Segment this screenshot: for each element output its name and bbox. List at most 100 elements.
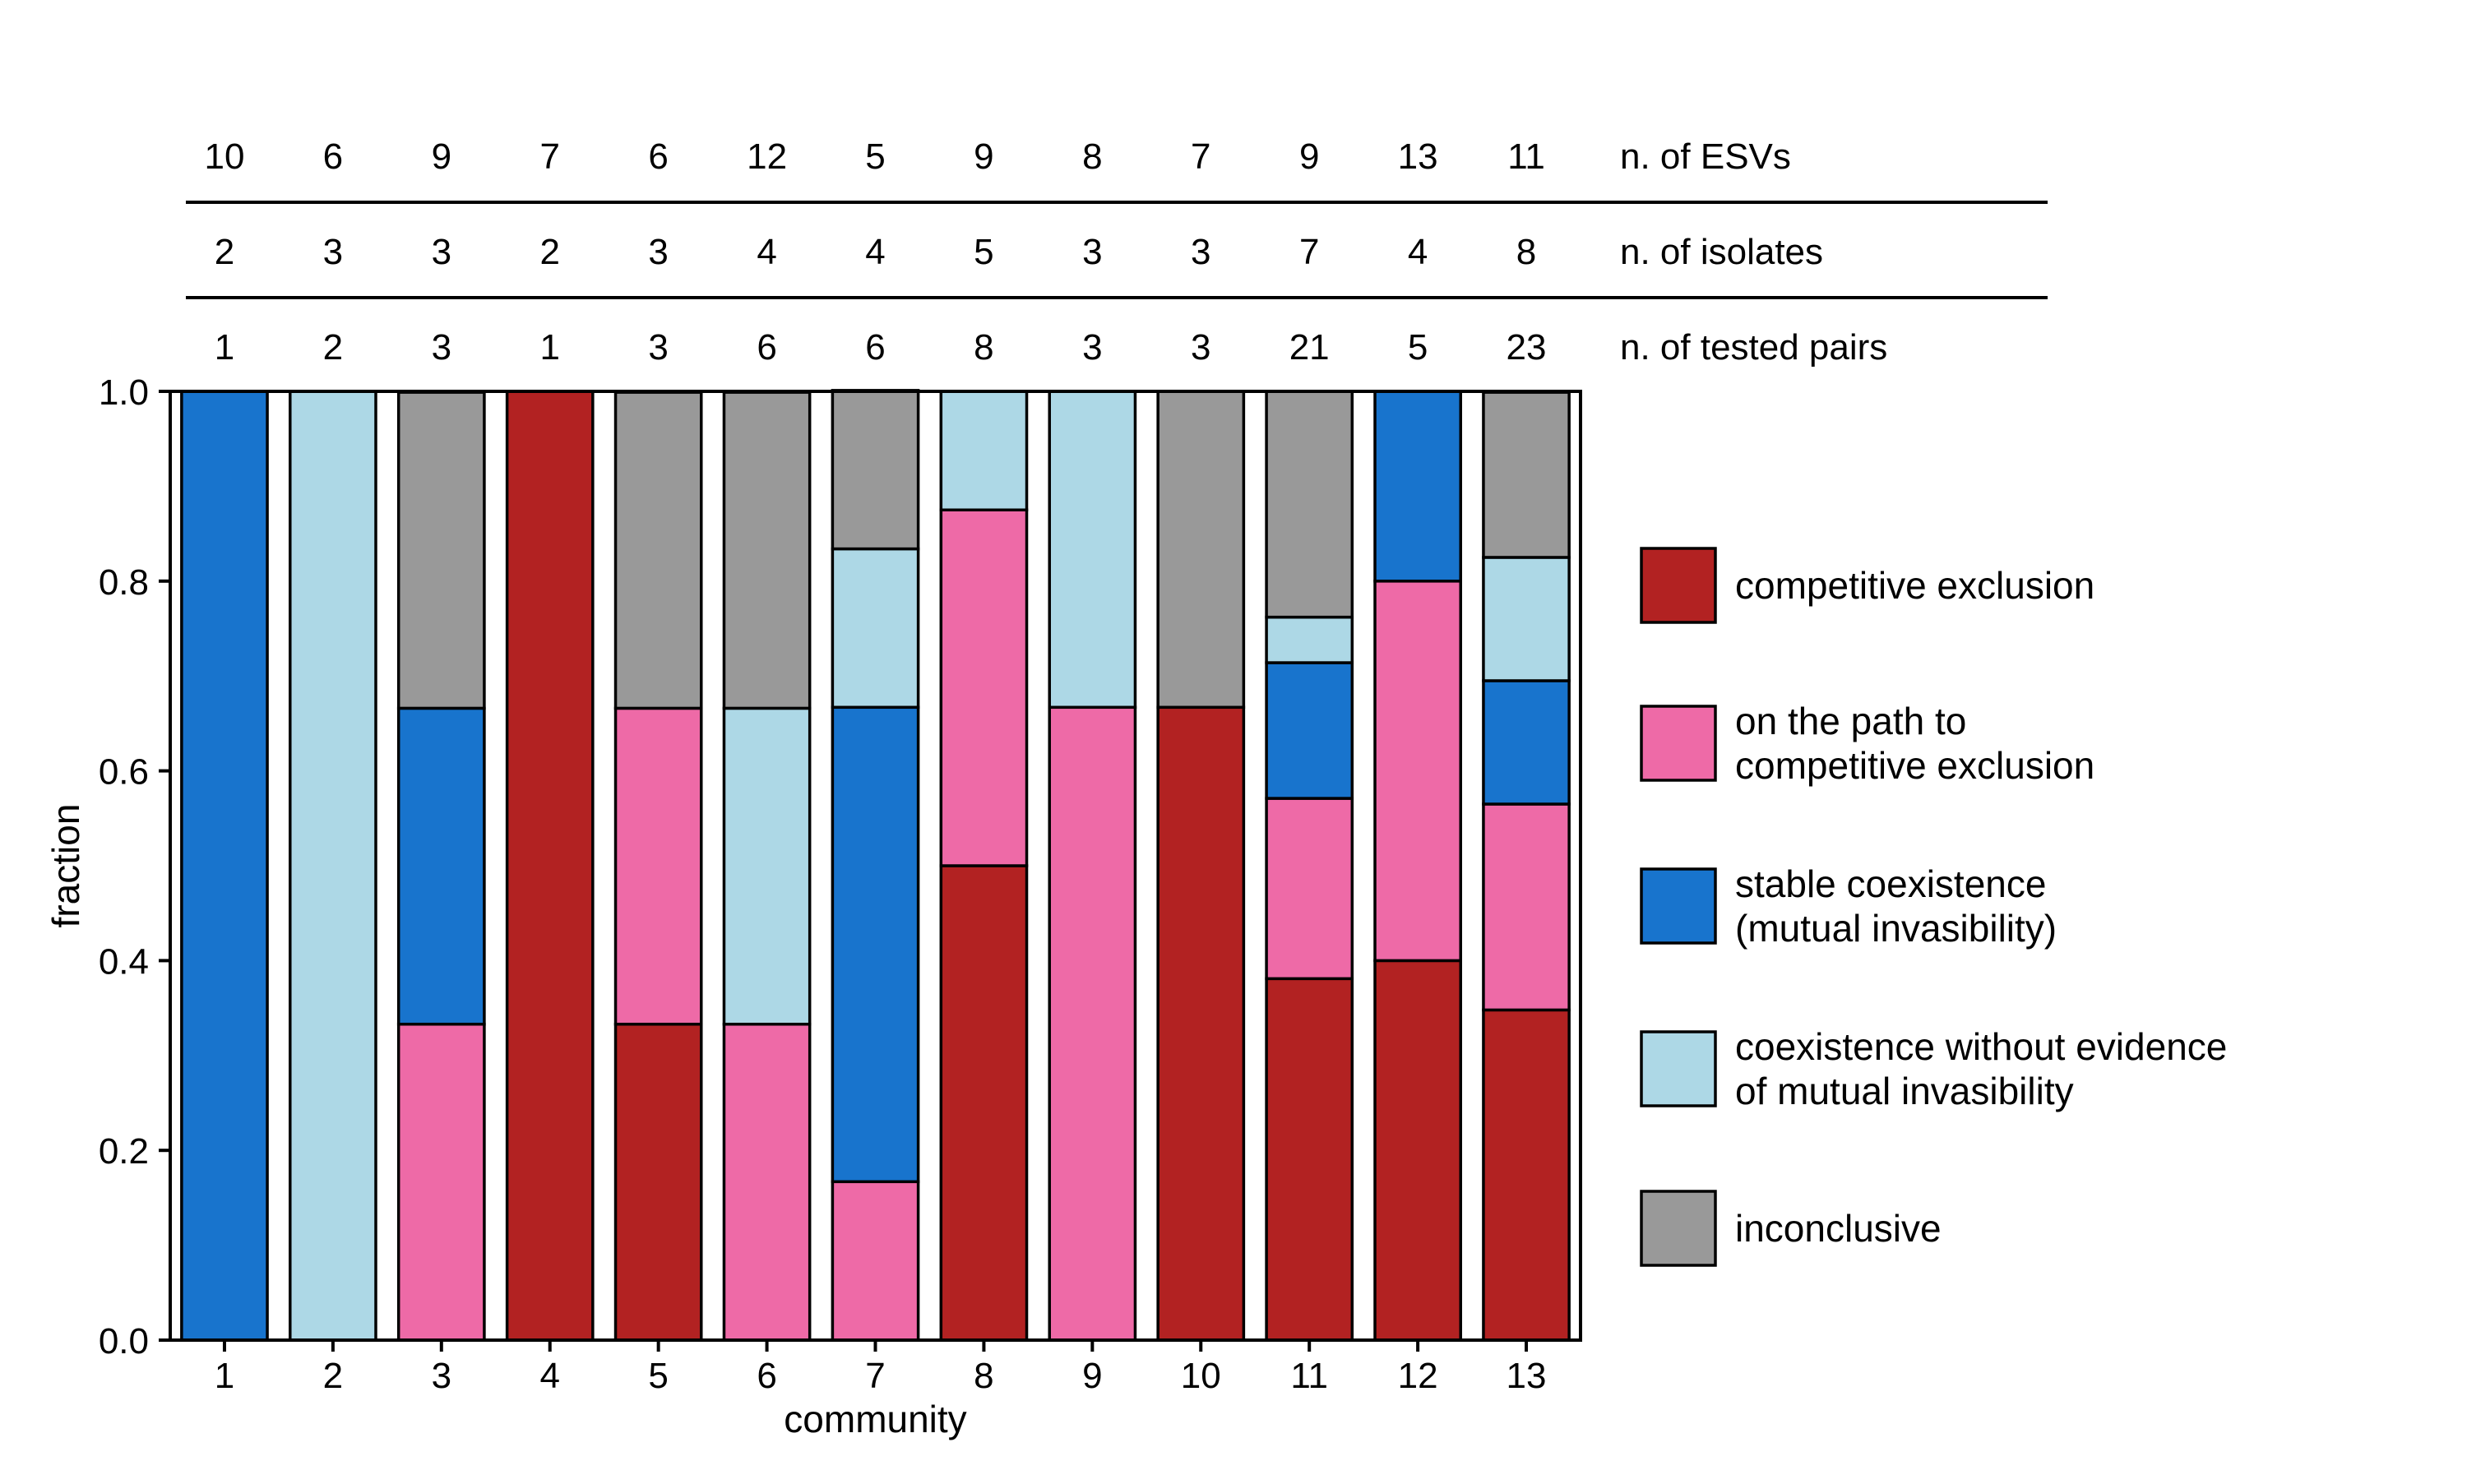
x-tick-label: 9 (1082, 1356, 1102, 1396)
y-axis-label: fraction (44, 804, 87, 928)
bar-segment (1482, 391, 1571, 559)
header-cell: 6 (323, 136, 343, 177)
header-cell: 9 (1299, 136, 1319, 177)
legend-swatch (1640, 1030, 1717, 1107)
x-tick-label: 12 (1398, 1356, 1438, 1396)
header-cell: 7 (1191, 136, 1210, 177)
header-cell: 3 (1191, 232, 1210, 272)
header-cell: 23 (1507, 327, 1547, 368)
header-cell: 2 (539, 232, 559, 272)
header-cell: 1 (215, 327, 234, 368)
legend-label: stable coexistence (1735, 862, 2046, 905)
x-tick-label: 2 (323, 1356, 343, 1396)
bar-segment (1482, 802, 1571, 1012)
bars (180, 389, 1571, 1342)
header-cell: 3 (432, 327, 451, 368)
header-cell: 9 (432, 136, 451, 177)
y-tick-label: 0.2 (99, 1131, 149, 1172)
header-cell: 4 (1408, 232, 1428, 272)
bar-segment (1265, 390, 1354, 619)
bar-segment (939, 390, 1029, 511)
bar-segment (613, 1022, 703, 1342)
x-tick-label: 1 (215, 1356, 234, 1396)
bar-segment (1156, 705, 1246, 1342)
header-cell: 3 (648, 327, 668, 368)
legend-label: of mutual invasibility (1735, 1070, 2074, 1112)
header-cell: 11 (1507, 136, 1545, 177)
header-cell: 9 (974, 136, 993, 177)
bar-segment (1482, 1008, 1571, 1342)
y-tick-label: 0.6 (99, 752, 149, 793)
header-cell: 7 (1299, 232, 1319, 272)
x-tick-label: 8 (974, 1356, 993, 1396)
legend-label: coexistence without evidence (1735, 1025, 2227, 1068)
legend-label: competitive exclusion (1735, 564, 2094, 607)
header-cell: 8 (1516, 232, 1536, 272)
x-tick-label: 3 (432, 1356, 451, 1396)
bar-segment (613, 391, 703, 710)
header-row-label: n. of tested pairs (1620, 327, 1887, 368)
bar-segment (939, 864, 1029, 1342)
header-cell: 2 (215, 232, 234, 272)
bar-segment (1482, 679, 1571, 806)
x-tick-label: 5 (648, 1356, 668, 1396)
legend-label: inconclusive (1735, 1207, 1942, 1250)
x-tick-label: 10 (1181, 1356, 1221, 1396)
bar-segment (396, 391, 486, 710)
bar-segment (722, 391, 812, 710)
bar-segment (1482, 556, 1571, 682)
header-cell: 10 (204, 136, 244, 177)
header-cell: 12 (747, 136, 787, 177)
bar-segment (1048, 705, 1137, 1342)
header-cell: 5 (974, 232, 993, 272)
header-cell: 5 (1408, 327, 1428, 368)
y-tick-label: 0.8 (99, 562, 149, 603)
header-cell: 2 (323, 327, 343, 368)
header-row-label: n. of isolates (1620, 232, 1823, 272)
y-tick-label: 0.0 (99, 1321, 149, 1361)
bar-segment (396, 1022, 486, 1342)
legend-swatch (1640, 705, 1717, 782)
bar-segment (180, 390, 269, 1342)
legend-swatch (1640, 1190, 1717, 1267)
bar-segment (1373, 959, 1462, 1342)
bar-segment (1265, 797, 1354, 981)
axes: 0.00.20.40.60.81.01 2 3 4 5 6 7 8 9 10 11 12 13commu… (44, 372, 1582, 1440)
header-cell: 8 (974, 327, 993, 368)
bar-segment (1265, 615, 1354, 664)
header-cell: 13 (1398, 136, 1438, 177)
bar-segment (831, 389, 920, 551)
bar-segment (831, 547, 920, 710)
bar-segment (289, 390, 377, 1342)
header-cell: 4 (865, 232, 885, 272)
header-cell: 3 (323, 232, 343, 272)
bar-segment (505, 390, 595, 1342)
y-tick-label: 1.0 (99, 372, 149, 413)
header-cell: 1 (539, 327, 559, 368)
x-tick-label: 11 (1290, 1356, 1328, 1396)
legend-label: competitive exclusion (1735, 744, 2094, 787)
header-cell: 3 (1191, 327, 1210, 368)
header-cell: 6 (757, 327, 776, 368)
bar-segment (1373, 580, 1462, 963)
header-cell: 3 (648, 232, 668, 272)
header-cell: 6 (865, 327, 885, 368)
x-tick-label: 7 (865, 1356, 885, 1396)
bar-segment (831, 705, 920, 1184)
legend-swatch (1640, 547, 1717, 624)
header-cell: 3 (1082, 232, 1102, 272)
bar-segment (722, 706, 812, 1026)
header-cell: 21 (1289, 327, 1330, 368)
legend-swatch (1640, 867, 1717, 945)
bar-segment (613, 706, 703, 1026)
header-cell: 3 (432, 232, 451, 272)
header-cell: 8 (1082, 136, 1102, 177)
header-cell: 5 (865, 136, 885, 177)
x-tick-label: 13 (1507, 1356, 1547, 1396)
header-cell: 6 (648, 136, 668, 177)
legend-label: (mutual invasibility) (1735, 907, 2057, 950)
bar-segment (1265, 661, 1354, 800)
